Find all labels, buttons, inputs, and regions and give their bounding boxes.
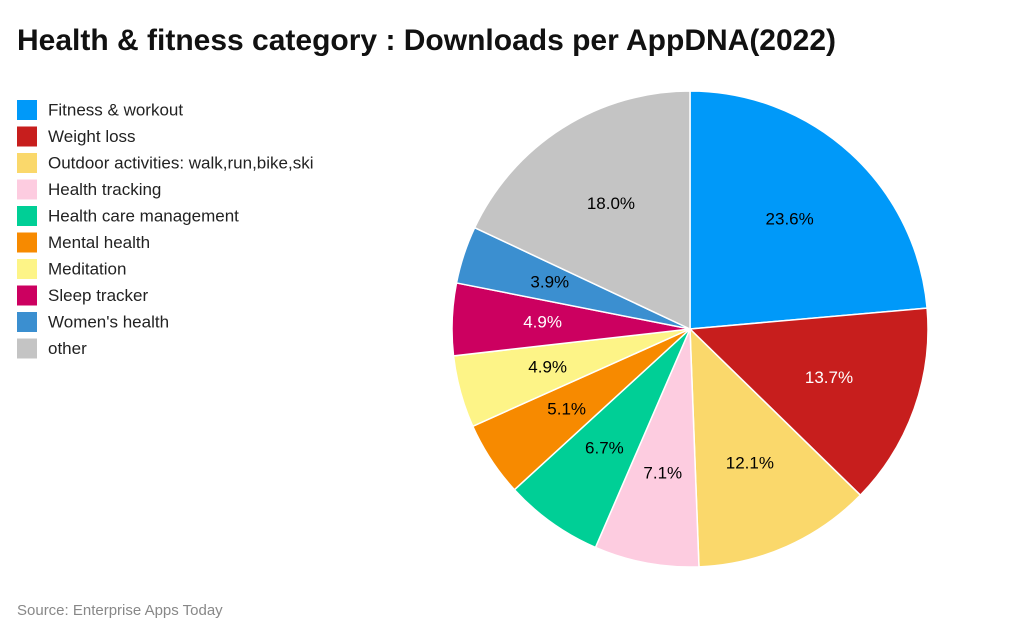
legend-swatch	[17, 285, 37, 306]
data-label: 3.9%	[530, 272, 569, 291]
legend-swatch	[17, 126, 37, 147]
pie-slice	[689, 327, 862, 568]
data-label: 13.7%	[805, 368, 853, 387]
legend-swatch	[17, 153, 37, 173]
pie-slice	[688, 307, 929, 497]
pie-slice	[594, 328, 700, 568]
legend-label: other	[48, 339, 87, 358]
legend-swatch	[17, 259, 37, 279]
data-label: 23.6%	[766, 210, 814, 229]
chart-title: Health & fitness category : Downloads pe…	[17, 24, 836, 57]
data-label: 18.0%	[587, 194, 635, 213]
data-label: 4.9%	[528, 357, 567, 376]
legend-label: Fitness & workout	[48, 100, 183, 119]
data-label: 12.1%	[726, 453, 774, 472]
data-label: 5.1%	[547, 399, 586, 418]
legend-swatch	[17, 338, 37, 359]
legend-swatch	[17, 179, 37, 200]
legend-label: Health tracking	[48, 180, 161, 199]
legend-swatch	[17, 100, 37, 120]
legend-label: Weight loss	[48, 127, 136, 146]
legend-label: Meditation	[48, 259, 126, 278]
legend-label: Health care management	[48, 206, 239, 225]
source: Source: Enterprise Apps Today	[17, 602, 223, 619]
legend-swatch	[17, 232, 37, 253]
pie-slice	[473, 90, 691, 331]
data-label: 4.9%	[523, 312, 562, 331]
legend-label: Women's health	[48, 312, 169, 331]
data-label: 6.7%	[585, 439, 624, 458]
legend-swatch	[17, 206, 37, 226]
legend-label: Sleep tracker	[48, 286, 148, 305]
pie-slice	[689, 90, 928, 330]
legend-label: Mental health	[48, 233, 150, 252]
data-label: 7.1%	[643, 464, 682, 483]
legend-swatch	[17, 312, 37, 332]
legend-label: Outdoor activities: walk,run,bike,ski	[48, 153, 314, 172]
